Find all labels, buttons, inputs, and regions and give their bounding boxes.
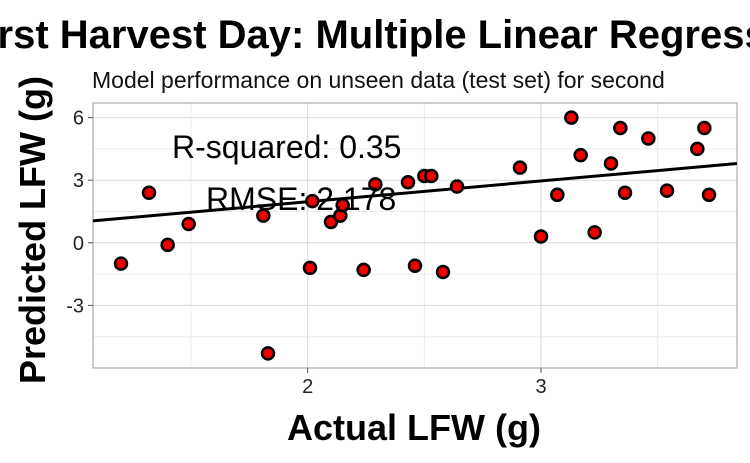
data-point <box>435 264 451 280</box>
r-squared-annotation: R-squared: 0.35 <box>172 129 401 165</box>
data-point <box>368 177 383 192</box>
data-point <box>550 187 565 203</box>
data-point <box>603 156 619 171</box>
data-point <box>659 183 675 198</box>
data-point <box>160 237 175 253</box>
data-point <box>256 208 271 223</box>
y-tick-label: 6 <box>73 108 84 130</box>
data-point <box>449 179 465 194</box>
chart-subtitle: Model performance on unseen data (test s… <box>92 67 665 93</box>
y-tick-label: 0 <box>73 233 84 255</box>
x-axis-title: Actual LFW (g) <box>287 407 541 448</box>
data-point <box>533 229 549 244</box>
data-point <box>141 185 157 200</box>
data-point <box>613 120 628 136</box>
data-point <box>407 258 423 274</box>
data-point <box>400 175 416 190</box>
data-point <box>641 131 656 146</box>
data-point <box>181 216 196 232</box>
data-point <box>356 262 371 278</box>
y-tick-label: 3 <box>73 170 84 192</box>
regression-line <box>92 162 738 223</box>
chart-title: First Harvest Day: Multiple Linear Regre… <box>0 13 750 57</box>
data-point <box>424 168 439 184</box>
data-point <box>697 120 712 136</box>
y-tick-label: -3 <box>66 295 84 317</box>
data-point <box>587 225 602 240</box>
y-axis: -3 0 3 6 <box>66 108 93 317</box>
y-axis-title: Predicted LFW (g) <box>12 76 53 384</box>
data-point <box>335 197 350 213</box>
data-point <box>617 185 633 200</box>
panel-border <box>92 102 738 369</box>
data-point <box>305 193 320 209</box>
data-point <box>302 260 318 276</box>
data-point <box>260 346 276 361</box>
data-point <box>113 256 129 271</box>
rmse-annotation: RMSE: 2.178 <box>206 181 396 217</box>
data-point <box>564 110 579 125</box>
x-tick-label: 3 <box>535 376 546 398</box>
data-points <box>113 110 717 361</box>
data-point <box>573 147 588 163</box>
data-point <box>701 187 717 203</box>
x-tick-label: 2 <box>302 376 313 398</box>
data-point <box>512 160 528 175</box>
data-point <box>690 141 705 157</box>
